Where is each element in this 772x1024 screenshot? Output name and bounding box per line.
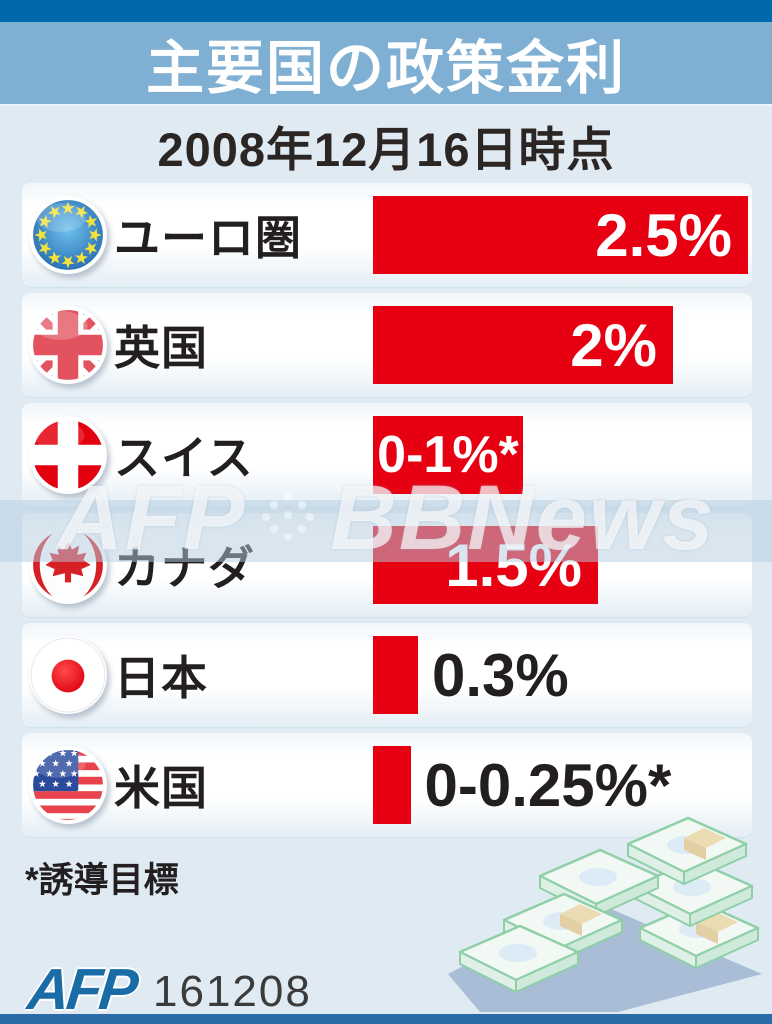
rate-bar: 2.5% — [373, 196, 748, 274]
rate-row-uk: 英国 2% — [22, 293, 752, 397]
canada-flag-icon — [28, 525, 108, 605]
rate-bar: 2% — [373, 306, 673, 384]
top-blue-bar — [0, 0, 772, 22]
eu-flag-icon — [28, 195, 108, 275]
country-label: ユーロ圏 — [114, 212, 302, 264]
rate-value: 0-0.25%* — [424, 751, 672, 819]
switzerland-flag-icon — [28, 415, 108, 495]
rate-value: 1.5% — [445, 531, 582, 599]
rate-row-us: 米国 0-0.25%* — [22, 733, 752, 837]
rate-row-canada: カナダ 1.5% — [22, 513, 752, 617]
rate-list: ユーロ圏 2.5% — [22, 183, 752, 843]
bottom-blue-bar — [0, 1014, 772, 1024]
rate-value: 2% — [570, 311, 657, 379]
uk-flag-icon — [28, 305, 108, 385]
money-stack-illustration — [440, 812, 770, 1017]
country-label: 米国 — [114, 762, 208, 814]
country-label: スイス — [114, 432, 254, 484]
country-label: カナダ — [114, 542, 255, 594]
rate-row-japan: 日本 0.3% — [22, 623, 752, 727]
afp-logo: AFP — [24, 957, 139, 1022]
title-band: 主要国の政策金利 — [0, 22, 772, 106]
us-flag-icon — [28, 745, 108, 825]
page-title: 主要国の政策金利 — [145, 36, 626, 101]
rate-value: 2.5% — [595, 201, 732, 269]
rate-bar — [373, 636, 418, 714]
rate-row-switzerland: スイス 0-1%* — [22, 403, 752, 507]
country-label: 英国 — [114, 322, 208, 374]
footnote: *誘導目標 — [25, 861, 179, 900]
rate-row-eurozone: ユーロ圏 2.5% — [22, 183, 752, 287]
date-label: 2008年12月16日時点 — [157, 122, 615, 176]
rate-value: 0.3% — [432, 641, 569, 709]
country-label: 日本 — [114, 652, 208, 704]
rate-value: 0-1%* — [377, 426, 519, 484]
japan-flag-icon — [28, 635, 108, 715]
graphic-code: 161208 — [153, 966, 312, 1016]
rate-bar: 1.5% — [373, 526, 598, 604]
rate-bar — [373, 746, 411, 824]
rate-bar: 0-1%* — [373, 416, 523, 494]
